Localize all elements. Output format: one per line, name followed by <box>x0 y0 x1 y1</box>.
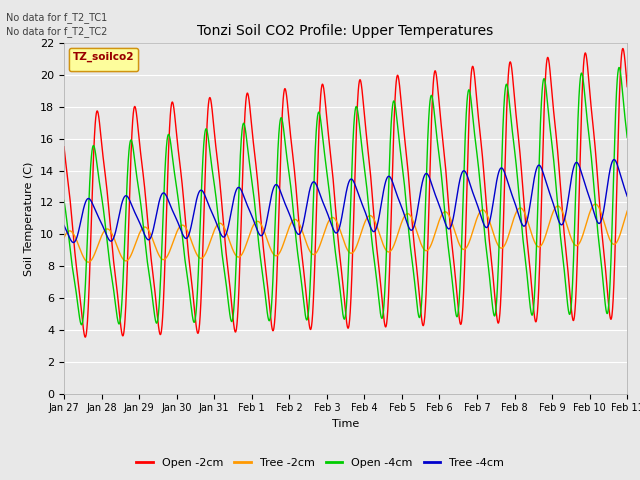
Legend: Open -2cm, Tree -2cm, Open -4cm, Tree -4cm: Open -2cm, Tree -2cm, Open -4cm, Tree -4… <box>132 453 508 472</box>
Legend:  <box>69 48 138 71</box>
Text: No data for f_T2_TC1: No data for f_T2_TC1 <box>6 12 108 23</box>
Text: No data for f_T2_TC2: No data for f_T2_TC2 <box>6 26 108 37</box>
Y-axis label: Soil Temperature (C): Soil Temperature (C) <box>24 161 35 276</box>
X-axis label: Time: Time <box>332 419 359 429</box>
Title: Tonzi Soil CO2 Profile: Upper Temperatures: Tonzi Soil CO2 Profile: Upper Temperatur… <box>198 24 493 38</box>
